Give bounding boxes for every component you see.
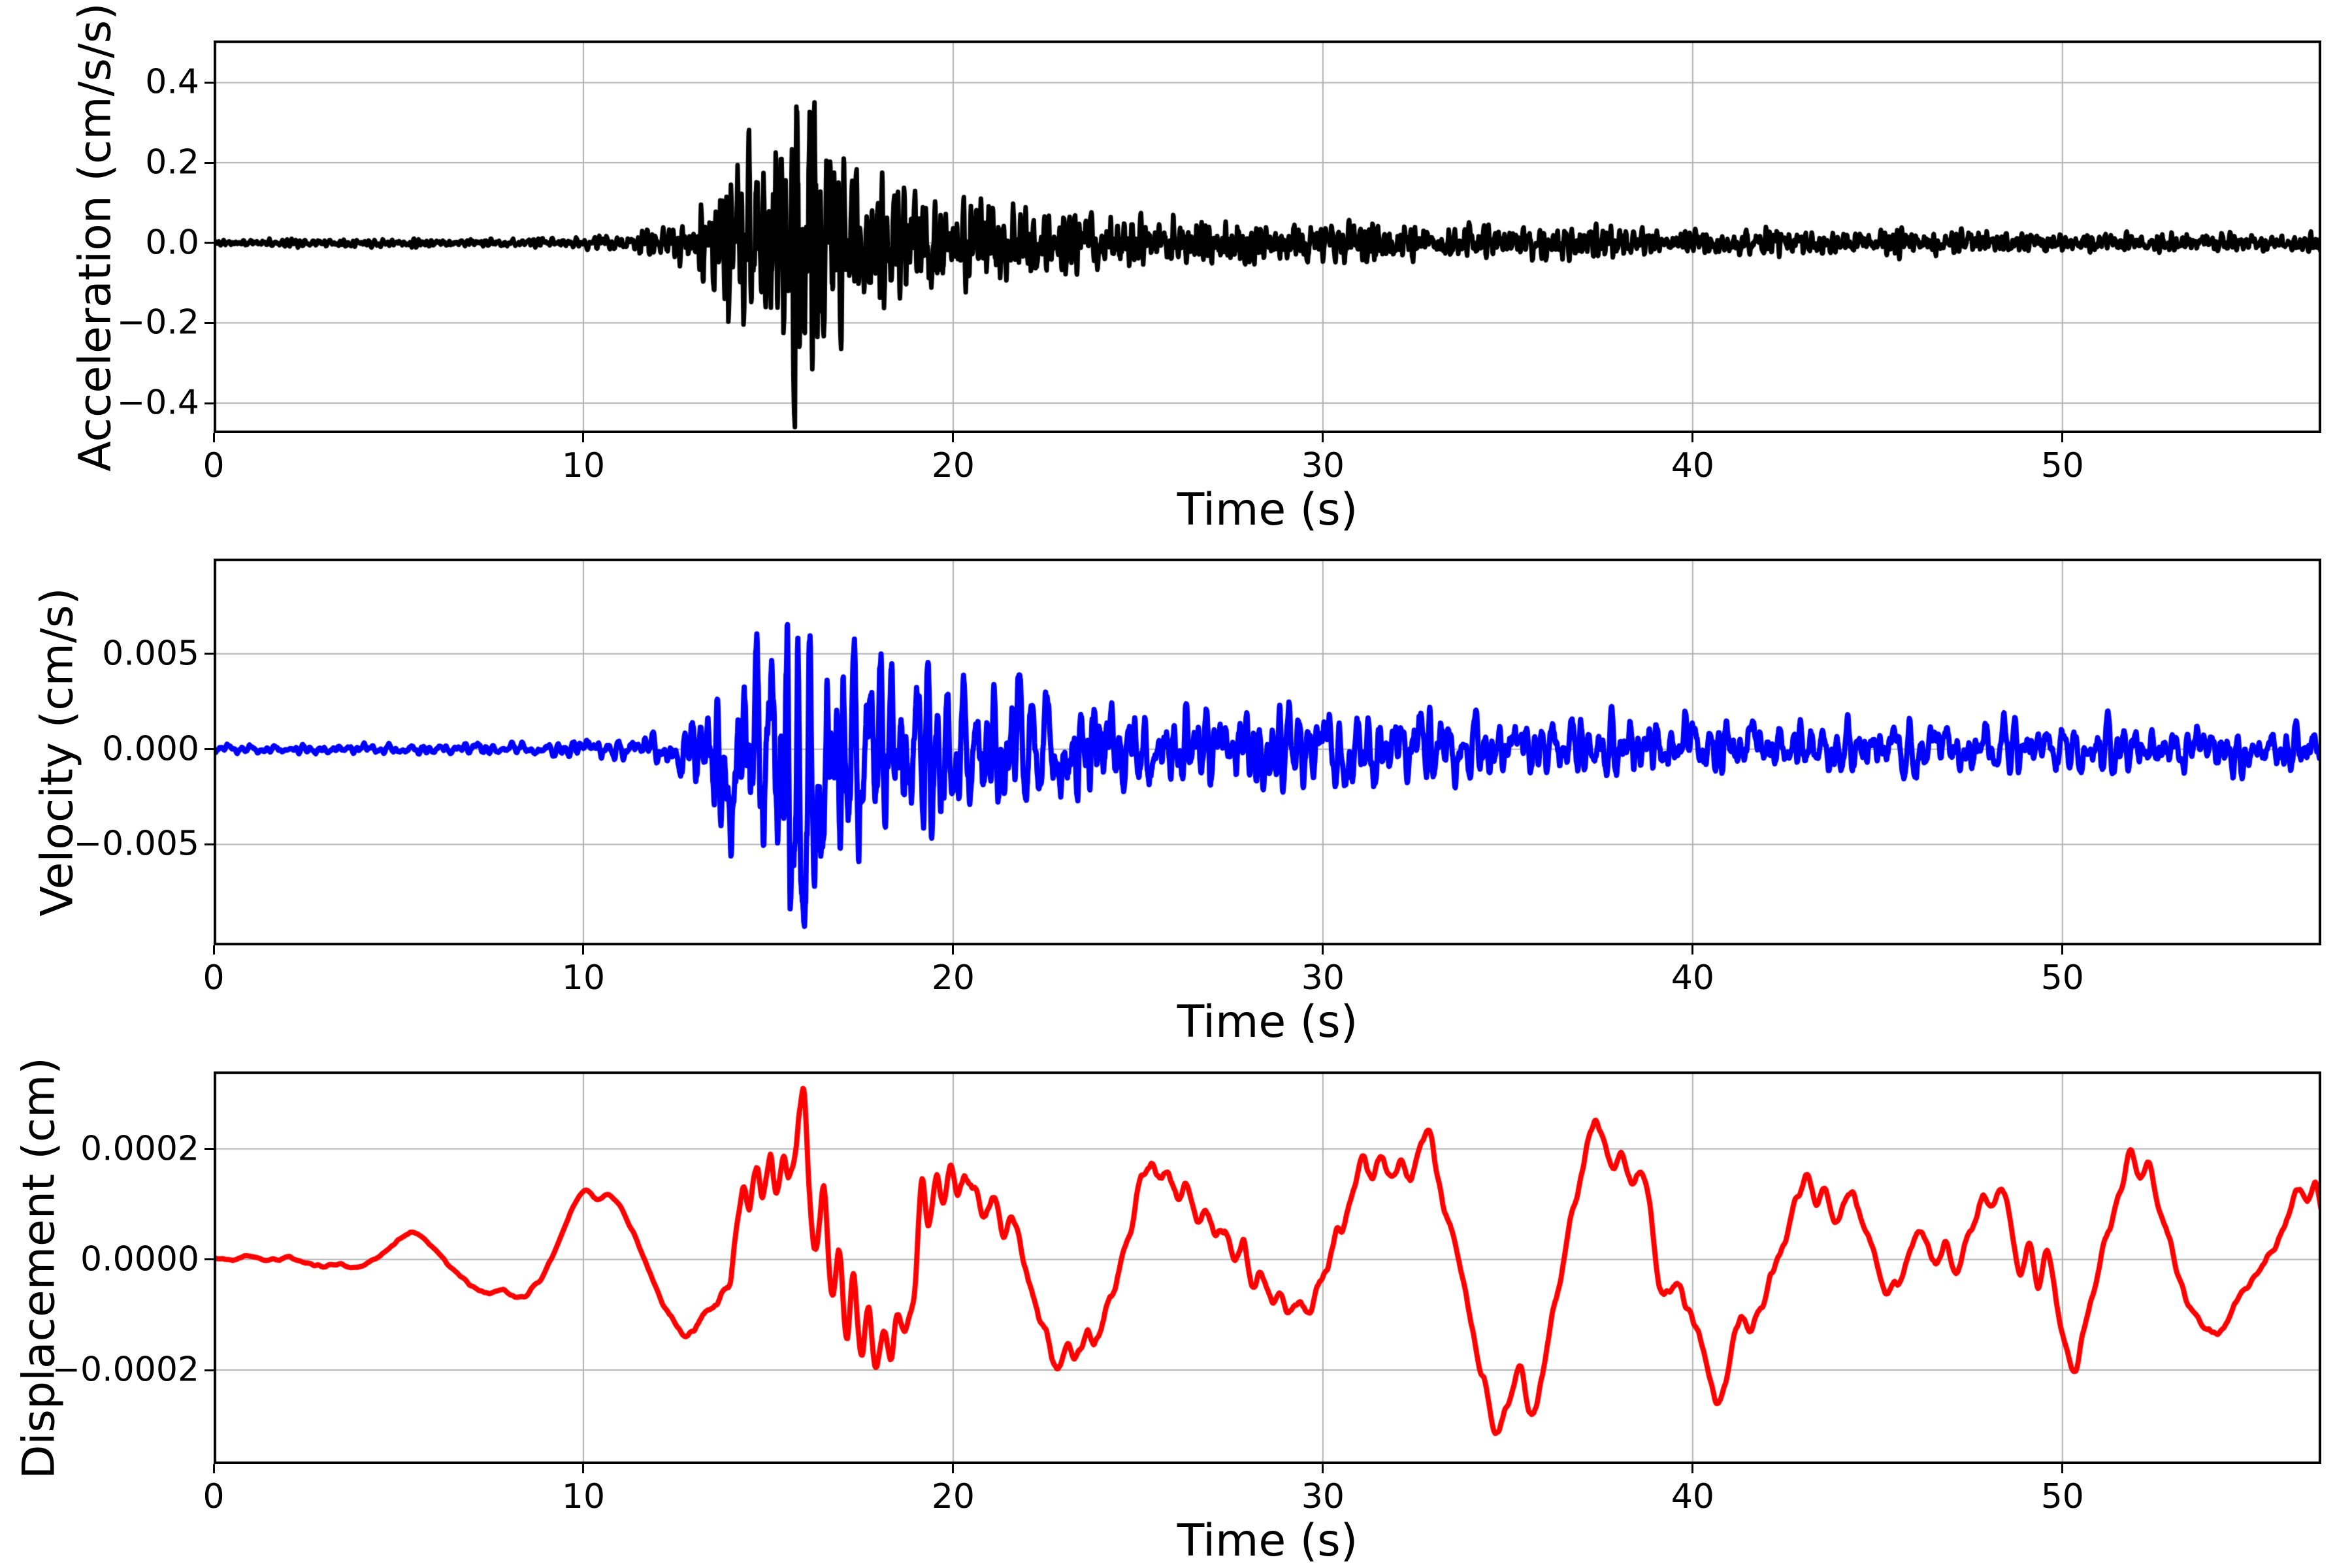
y-tick-mark bbox=[204, 843, 214, 845]
x-tick-mark bbox=[952, 945, 955, 955]
velocity-x-axis-label: Time (s) bbox=[1177, 996, 1358, 1048]
y-tick-mark bbox=[204, 321, 214, 324]
x-tick-mark bbox=[1322, 1464, 1324, 1473]
x-tick-mark bbox=[582, 945, 585, 955]
y-tick-mark bbox=[204, 1148, 214, 1150]
displacement-x-axis-label: Time (s) bbox=[1177, 1515, 1358, 1567]
x-tick-mark bbox=[1322, 433, 1324, 442]
x-tick-mark bbox=[952, 1464, 955, 1473]
y-tick-mark bbox=[204, 1258, 214, 1261]
x-tick-mark bbox=[2061, 1464, 2064, 1473]
y-tick-label: −0.2 bbox=[116, 302, 199, 342]
x-tick-mark bbox=[582, 1464, 585, 1473]
y-tick-mark bbox=[204, 161, 214, 164]
x-tick-label: 50 bbox=[2040, 958, 2084, 998]
y-tick-mark bbox=[204, 1369, 214, 1371]
y-tick-mark bbox=[204, 81, 214, 84]
x-tick-label: 40 bbox=[1671, 446, 1714, 485]
x-tick-label: 30 bbox=[1301, 1477, 1345, 1516]
x-tick-mark bbox=[212, 433, 215, 442]
x-tick-label: 50 bbox=[2040, 446, 2084, 485]
x-tick-mark bbox=[2061, 433, 2064, 442]
x-tick-label: 20 bbox=[931, 958, 975, 998]
acceleration-trace-canvas bbox=[214, 41, 2321, 433]
velocity-trace-canvas bbox=[214, 559, 2321, 945]
displacement-trace-canvas bbox=[214, 1071, 2321, 1464]
y-tick-label: −0.4 bbox=[116, 383, 199, 423]
y-tick-label: 0.000 bbox=[102, 729, 199, 769]
y-tick-label: 0.005 bbox=[102, 634, 199, 674]
x-tick-label: 10 bbox=[561, 1477, 606, 1516]
x-tick-label: 50 bbox=[2040, 1477, 2084, 1516]
y-tick-label: 0.0002 bbox=[80, 1128, 199, 1168]
y-tick-label: 0.0000 bbox=[80, 1239, 199, 1279]
y-tick-label: 0.2 bbox=[145, 142, 199, 182]
y-tick-mark bbox=[204, 242, 214, 244]
x-tick-mark bbox=[1322, 945, 1324, 955]
x-tick-label: 10 bbox=[561, 446, 606, 485]
x-tick-label: 0 bbox=[203, 1477, 225, 1516]
y-tick-mark bbox=[204, 748, 214, 751]
x-tick-label: 10 bbox=[561, 958, 606, 998]
y-tick-label: −0.005 bbox=[73, 824, 199, 864]
x-tick-label: 40 bbox=[1671, 1477, 1714, 1516]
y-tick-mark bbox=[204, 402, 214, 404]
x-tick-label: 30 bbox=[1301, 958, 1345, 998]
y-tick-mark bbox=[204, 653, 214, 655]
x-tick-label: 0 bbox=[203, 958, 225, 998]
x-tick-mark bbox=[1691, 433, 1694, 442]
x-tick-mark bbox=[952, 433, 955, 442]
x-tick-mark bbox=[212, 945, 215, 955]
y-tick-label: 0.4 bbox=[145, 62, 199, 102]
y-tick-label: −0.0002 bbox=[52, 1350, 199, 1390]
x-tick-label: 20 bbox=[931, 446, 975, 485]
x-tick-mark bbox=[1691, 1464, 1694, 1473]
x-tick-mark bbox=[582, 433, 585, 442]
y-tick-label: 0.0 bbox=[145, 223, 199, 263]
acceleration-x-axis-label: Time (s) bbox=[1177, 484, 1358, 536]
x-tick-label: 30 bbox=[1301, 446, 1345, 485]
x-tick-mark bbox=[212, 1464, 215, 1473]
x-tick-label: 40 bbox=[1671, 958, 1714, 998]
x-tick-mark bbox=[1691, 945, 1694, 955]
x-tick-label: 20 bbox=[931, 1477, 975, 1516]
x-tick-label: 0 bbox=[203, 446, 225, 485]
x-tick-mark bbox=[2061, 945, 2064, 955]
